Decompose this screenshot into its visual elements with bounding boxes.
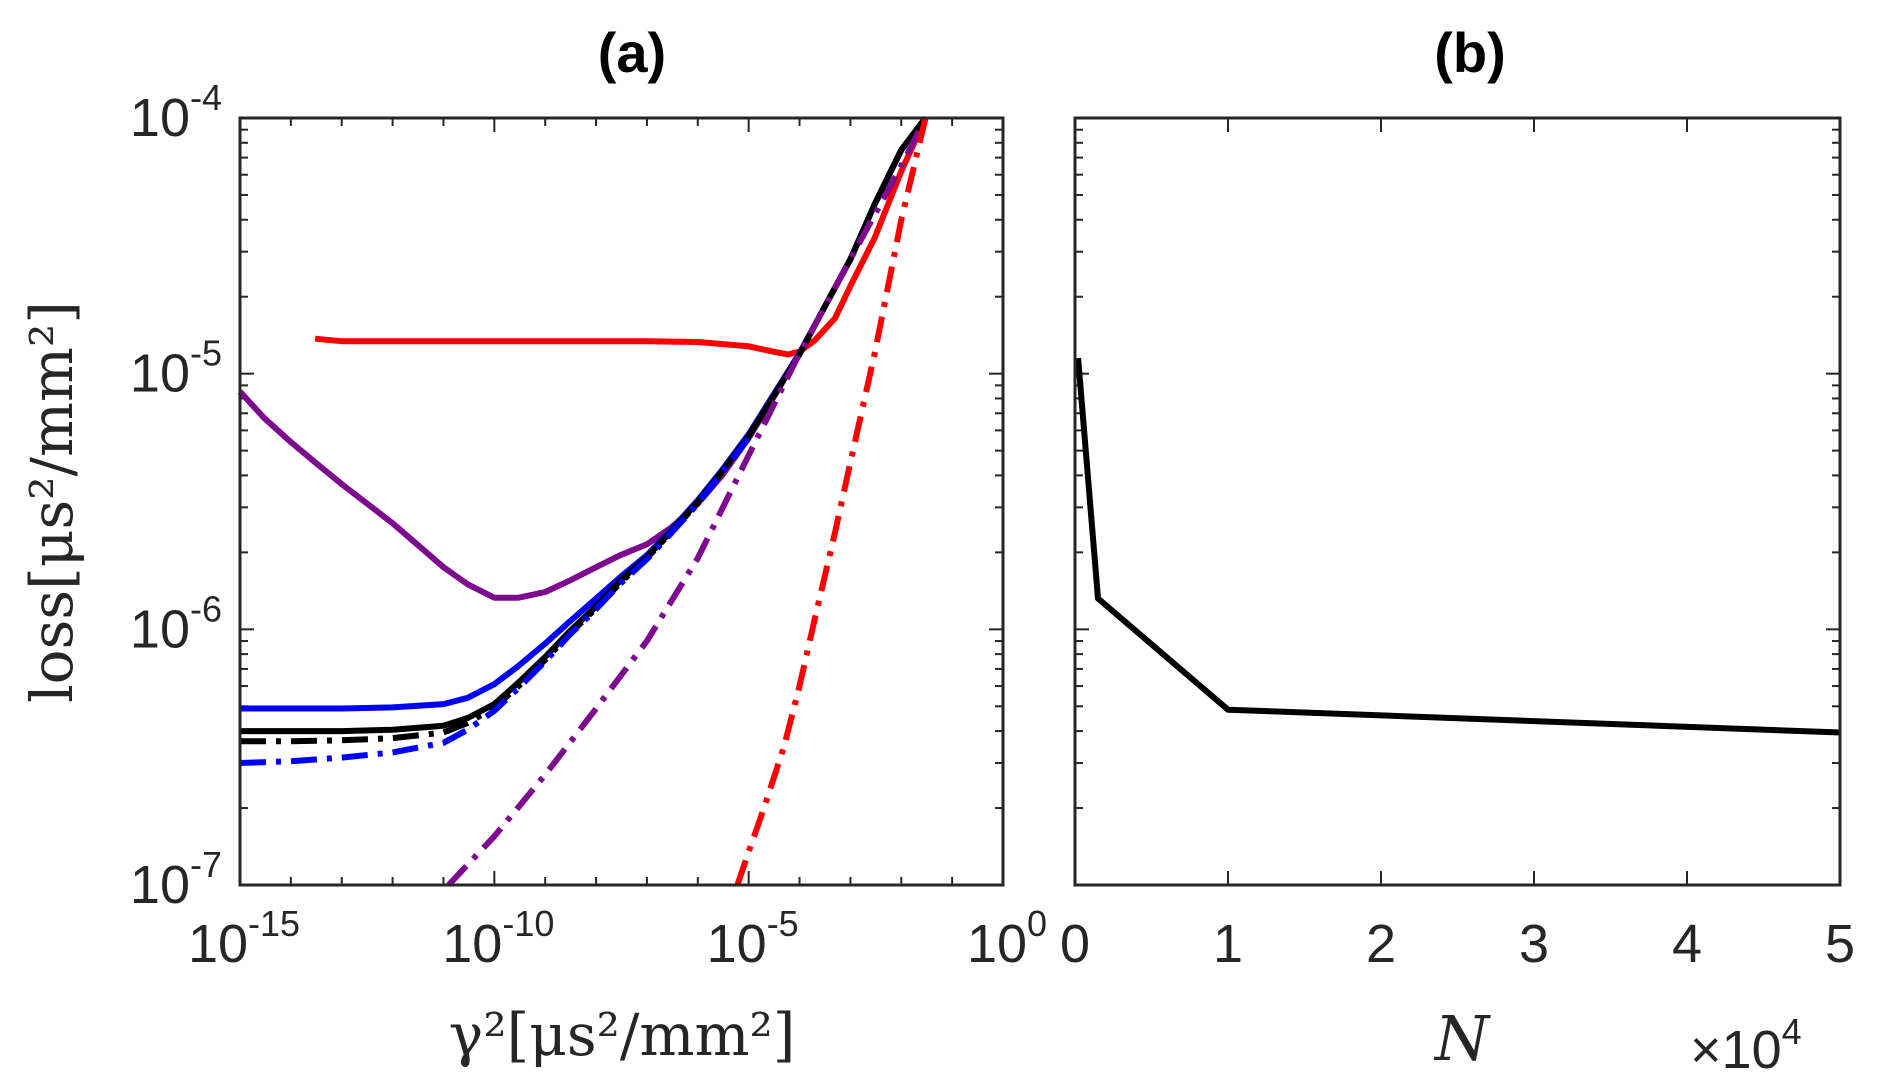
series-loss-vs-N	[1075, 357, 1841, 736]
panel-b-x-multiplier: ×104	[1690, 1011, 1802, 1080]
panel-a-title: (a)	[598, 21, 666, 84]
series-blue-dashdot	[239, 436, 752, 766]
panel-b-xtick-label: 3	[1519, 914, 1549, 974]
panel-b: 0 1 2 3 4 5 N ×104	[1060, 116, 1855, 1080]
panel-a-ytick-label: 10-6	[130, 588, 222, 659]
series-red-dashdot	[734, 117, 929, 886]
panel-a-ylabel: loss[μs²/mm²]	[18, 301, 86, 703]
panel-a-xtick-label: 10-10	[442, 903, 554, 974]
panel-b-xlabel: N	[1433, 1002, 1492, 1075]
panel-a-frame	[238, 116, 1005, 887]
panel-a-xtick-label: 100	[967, 903, 1047, 974]
panel-a-xlabel: γ²[μs²/mm²]	[449, 1001, 796, 1069]
panel-a-tick-labels: 10-15 10-10 10-5 100 10-7 10-6 10-5 10-4	[130, 77, 1047, 974]
panel-b-xtick-label: 0	[1060, 914, 1090, 974]
panel-b-plot-area	[1075, 118, 1840, 885]
panel-a-xtick-label: 10-5	[707, 903, 799, 974]
series-red-solid	[314, 116, 929, 358]
panel-a-ytick-label: 10-7	[130, 844, 222, 915]
panel-b-xtick-label: 4	[1672, 914, 1702, 974]
panel-a-plot-area	[240, 118, 1003, 885]
panel-b-title: (b)	[1434, 21, 1506, 84]
panel-a-series	[237, 116, 929, 888]
series-purple-dashdot	[446, 116, 929, 888]
panel-b-xtick-label: 2	[1366, 914, 1396, 974]
panel-b-xtick-label: 1	[1213, 914, 1243, 974]
panel-b-series	[1075, 357, 1841, 736]
panel-b-tick-labels: 0 1 2 3 4 5	[1060, 914, 1855, 974]
panel-a: 10-15 10-10 10-5 100 10-7 10-6 10-5 10-4 loss[μ…	[18, 77, 1047, 1069]
panel-b-frame	[1073, 116, 1842, 887]
panel-a-ytick-label: 10-4	[130, 77, 222, 148]
panel-a-xtick-label: 10-15	[188, 903, 300, 974]
panel-b-xtick-label: 5	[1825, 914, 1855, 974]
panel-a-ytick-label: 10-5	[130, 333, 222, 404]
